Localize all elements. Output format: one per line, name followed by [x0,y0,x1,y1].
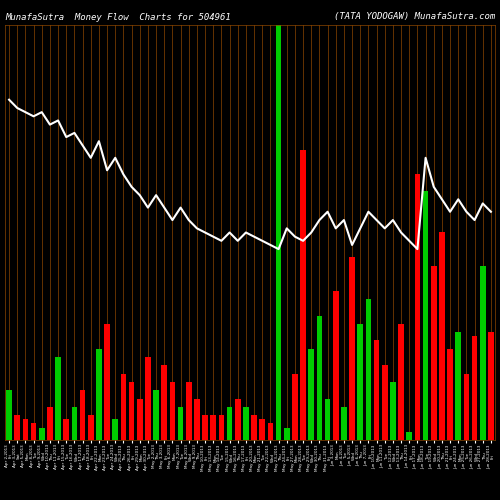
Bar [366,299,372,440]
Bar [137,398,142,440]
Bar [260,419,265,440]
Bar [30,424,36,440]
Bar [268,424,274,440]
Bar [472,336,478,440]
Bar [358,324,363,440]
Bar [202,415,208,440]
Bar [324,398,330,440]
Bar [39,428,44,440]
Bar [178,407,184,440]
Bar [488,332,494,440]
Bar [235,398,240,440]
Bar [14,415,20,440]
Bar [128,382,134,440]
Bar [349,258,355,440]
Bar [96,348,102,440]
Bar [308,348,314,440]
Bar [447,348,453,440]
Bar [316,316,322,440]
Bar [422,191,428,440]
Bar [414,174,420,440]
Bar [170,382,175,440]
Bar [22,419,28,440]
Bar [64,419,69,440]
Bar [145,357,151,440]
Bar [186,382,192,440]
Bar [153,390,159,440]
Bar [72,407,78,440]
Bar [341,407,347,440]
Bar [382,366,388,440]
Bar [439,232,445,440]
Bar [218,415,224,440]
Bar [226,407,232,440]
Bar [88,415,94,440]
Bar [300,150,306,440]
Text: MunafaSutra  Money Flow  Charts for 504961: MunafaSutra Money Flow Charts for 504961 [5,12,231,22]
Bar [333,290,338,440]
Bar [406,432,412,440]
Bar [276,25,281,440]
Bar [47,407,53,440]
Bar [480,266,486,440]
Bar [112,419,118,440]
Bar [243,407,249,440]
Bar [464,374,469,440]
Bar [398,324,404,440]
Bar [120,374,126,440]
Bar [431,266,436,440]
Bar [6,390,12,440]
Bar [104,324,110,440]
Bar [284,428,290,440]
Bar [210,415,216,440]
Bar [292,374,298,440]
Bar [456,332,461,440]
Bar [194,398,200,440]
Bar [55,357,61,440]
Bar [80,390,86,440]
Bar [374,340,380,440]
Bar [162,366,167,440]
Bar [390,382,396,440]
Bar [251,415,257,440]
Text: (TATA YODOGAW) MunafaSutra.com: (TATA YODOGAW) MunafaSutra.com [334,12,495,22]
